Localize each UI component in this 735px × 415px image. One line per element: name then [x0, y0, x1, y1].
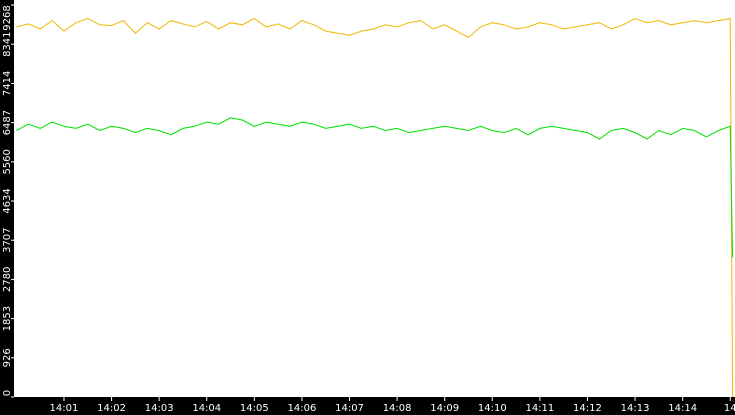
y-tick-label: 8341	[2, 31, 13, 56]
x-tick-label: 14:11	[525, 403, 554, 414]
x-tick-label: 14:14	[668, 403, 697, 414]
x-tick-label: 14:05	[240, 403, 269, 414]
y-tick-label: 4634	[2, 188, 13, 213]
y-tick-label: 5560	[2, 149, 13, 174]
x-tick-label: 14:13	[621, 403, 650, 414]
x-tick-label: 14:01	[50, 403, 79, 414]
x-tick-label: 14:03	[145, 403, 174, 414]
y-tick-label: 926	[2, 348, 13, 367]
y-tick-label: 2780	[2, 267, 13, 292]
y-axis-band	[0, 0, 14, 415]
x-tick-label: 14:06	[288, 403, 317, 414]
x-tick-label: 14:02	[97, 403, 126, 414]
x-tick-label: 14:07	[335, 403, 364, 414]
x-tick-label: 14:12	[573, 403, 602, 414]
y-tick-label: 3707	[2, 227, 13, 252]
series-line	[16, 117, 734, 258]
x-tick-label: 14	[724, 403, 735, 414]
x-tick-label: 14:09	[430, 403, 459, 414]
x-tick-label: 14:08	[383, 403, 412, 414]
x-tick-label: 14:10	[478, 403, 507, 414]
y-tick-label: 0	[2, 390, 13, 396]
series-line	[16, 17, 734, 398]
x-tick-label: 14:04	[192, 403, 221, 414]
y-tick-label: 1853	[2, 306, 13, 331]
y-tick-label: 6487	[2, 110, 13, 135]
x-axis-band	[0, 397, 735, 415]
y-tick-label: 9268	[2, 5, 13, 30]
y-tick-label: 7414	[2, 71, 13, 96]
